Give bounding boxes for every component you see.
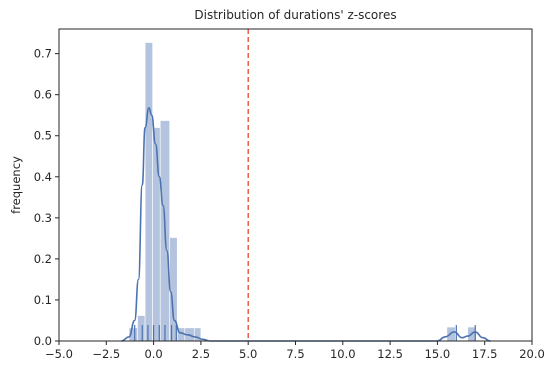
x-tick-label-3: 2.5 bbox=[192, 347, 210, 361]
histogram-bar-3 bbox=[152, 127, 161, 342]
histogram-bar-2 bbox=[144, 42, 153, 342]
x-tick-label-7: 12.5 bbox=[377, 347, 403, 361]
x-tick-label-8: 15.0 bbox=[425, 347, 451, 361]
x-tick-label-5: 7.5 bbox=[286, 347, 304, 361]
histogram-bars bbox=[128, 42, 477, 342]
y-tick-label-2: 0.2 bbox=[34, 252, 52, 266]
x-tick-label-1: −2.5 bbox=[92, 347, 120, 361]
histogram-bar-1 bbox=[137, 315, 146, 342]
y-axis-label: frequency bbox=[9, 156, 23, 214]
y-tick-label-7: 0.7 bbox=[34, 47, 52, 61]
plot-frame bbox=[58, 28, 533, 342]
x-tick-label-6: 10.0 bbox=[330, 347, 356, 361]
kde-curve-group bbox=[121, 107, 491, 342]
x-tick-label-10: 20.0 bbox=[519, 347, 545, 361]
y-axis-ticks: 0.0 0.1 0.2 0.3 0.4 0.5 0.6 0.7 bbox=[34, 47, 59, 348]
x-axis-ticks: −5.0 −2.5 0.0 2.5 5.0 7.5 10.0 12.5 15.0 17.5 20.0 bbox=[45, 341, 545, 361]
y-tick-label-6: 0.6 bbox=[34, 88, 52, 102]
y-tick-label-5: 0.5 bbox=[34, 129, 52, 143]
y-tick-label-1: 0.1 bbox=[34, 293, 52, 307]
axes bbox=[58, 28, 533, 342]
x-tick-label-4: 5.0 bbox=[239, 347, 257, 361]
x-tick-label-0: −5.0 bbox=[45, 347, 73, 361]
y-tick-label-4: 0.4 bbox=[34, 170, 52, 184]
y-tick-label-0: 0.0 bbox=[34, 334, 52, 348]
chart-title: Distribution of durations' z-scores bbox=[194, 8, 396, 22]
x-tick-label-9: 17.5 bbox=[472, 347, 498, 361]
x-tick-label-2: 0.0 bbox=[144, 347, 162, 361]
kde-curve bbox=[121, 107, 491, 342]
y-tick-label-3: 0.3 bbox=[34, 211, 52, 225]
